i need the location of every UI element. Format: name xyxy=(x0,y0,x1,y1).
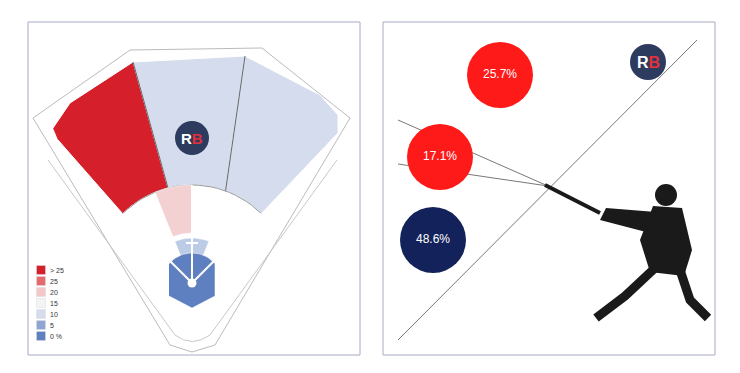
svg-text:25.7%: 25.7% xyxy=(483,67,517,81)
svg-text:25: 25 xyxy=(50,278,58,285)
svg-text:15: 15 xyxy=(50,300,58,307)
svg-text:5: 5 xyxy=(50,322,54,329)
svg-text:10: 10 xyxy=(50,311,58,318)
svg-text:20: 20 xyxy=(50,289,58,296)
svg-text:48.6%: 48.6% xyxy=(416,232,450,246)
svg-text:17.1%: 17.1% xyxy=(423,149,457,163)
svg-text:RB: RB xyxy=(181,130,203,147)
svg-text:0 %: 0 % xyxy=(50,333,62,340)
svg-text:RB: RB xyxy=(637,54,660,71)
svg-text:> 25: > 25 xyxy=(50,267,64,274)
